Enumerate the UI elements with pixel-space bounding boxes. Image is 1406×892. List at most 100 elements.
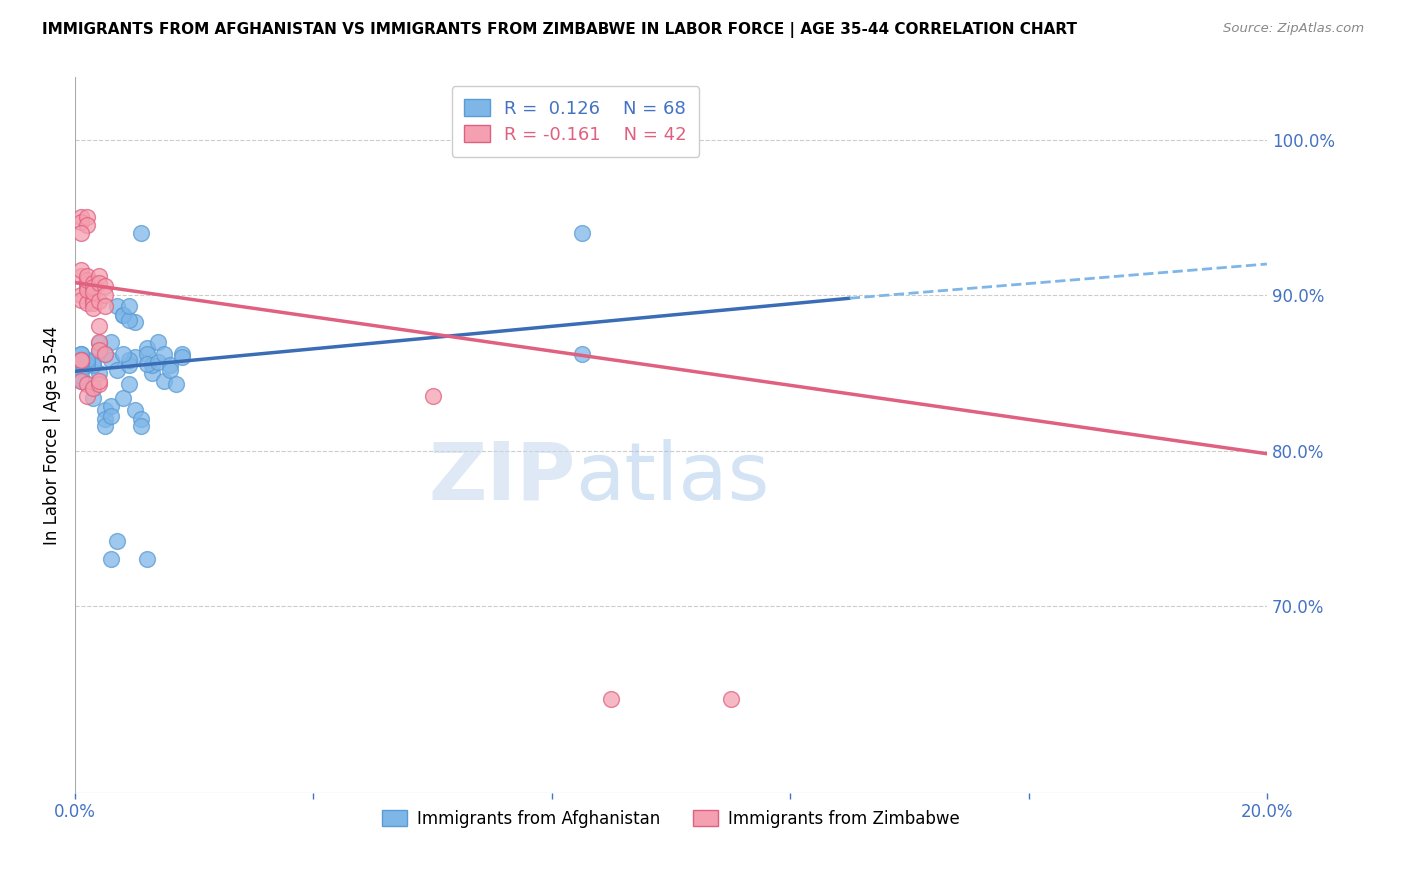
Point <box>70 215 93 229</box>
Point <box>70 347 93 361</box>
Point <box>159 363 181 377</box>
Point <box>70 359 93 374</box>
Point <box>82 391 104 405</box>
Legend: Immigrants from Afghanistan, Immigrants from Zimbabwe: Immigrants from Afghanistan, Immigrants … <box>375 803 967 834</box>
Point <box>70 361 93 376</box>
Point <box>148 355 170 369</box>
Point <box>87 366 110 380</box>
Point <box>94 418 117 433</box>
Point <box>82 358 104 372</box>
Point <box>124 314 146 328</box>
Point <box>148 334 170 349</box>
Point <box>82 381 104 395</box>
Point <box>76 296 98 310</box>
Text: atlas: atlas <box>575 439 770 517</box>
Point <box>76 211 98 225</box>
Point <box>720 692 742 706</box>
Point <box>129 226 152 240</box>
Point <box>70 347 93 361</box>
Point <box>70 355 93 369</box>
Point <box>70 355 93 369</box>
Point <box>117 376 139 391</box>
Point <box>82 301 104 315</box>
Point <box>105 533 128 548</box>
Point <box>70 355 93 369</box>
Point <box>76 284 98 298</box>
Point <box>105 299 128 313</box>
Point <box>422 389 444 403</box>
Point <box>129 412 152 426</box>
Text: ZIP: ZIP <box>429 439 575 517</box>
Point <box>117 353 139 368</box>
Point <box>87 336 110 351</box>
Point <box>87 319 110 334</box>
Point <box>70 368 93 383</box>
Point <box>94 412 117 426</box>
Point <box>70 293 93 307</box>
Point <box>76 269 98 284</box>
Point <box>82 276 104 290</box>
Point <box>135 347 157 361</box>
Point <box>70 353 93 368</box>
Point <box>94 288 117 302</box>
Point <box>135 357 157 371</box>
Point <box>82 381 104 395</box>
Point <box>571 347 593 361</box>
Point <box>76 277 98 292</box>
Point <box>94 299 117 313</box>
Point <box>70 372 93 386</box>
Point <box>82 293 104 307</box>
Point <box>82 355 104 369</box>
Point <box>70 374 93 388</box>
Point <box>117 313 139 327</box>
Point <box>76 358 98 372</box>
Point <box>70 288 93 302</box>
Point <box>94 403 117 417</box>
Point <box>82 296 104 310</box>
Point <box>76 353 98 368</box>
Point <box>70 269 93 284</box>
Point <box>76 272 98 286</box>
Point <box>100 353 122 368</box>
Point <box>105 363 128 377</box>
Point <box>70 353 93 368</box>
Point <box>600 692 623 706</box>
Y-axis label: In Labor Force | Age 35-44: In Labor Force | Age 35-44 <box>44 326 60 545</box>
Point <box>70 226 93 240</box>
Point <box>135 552 157 566</box>
Point <box>135 341 157 355</box>
Point <box>100 552 122 566</box>
Point <box>76 376 98 391</box>
Point <box>94 347 117 361</box>
Text: Source: ZipAtlas.com: Source: ZipAtlas.com <box>1223 22 1364 36</box>
Point <box>141 358 163 372</box>
Point <box>87 334 110 349</box>
Point <box>100 399 122 413</box>
Point <box>76 389 98 403</box>
Point <box>124 403 146 417</box>
Point <box>94 347 117 361</box>
Point <box>571 226 593 240</box>
Point <box>111 347 134 361</box>
Point <box>76 218 98 232</box>
Point <box>76 353 98 368</box>
Point <box>153 374 176 388</box>
Point <box>76 376 98 391</box>
Point <box>70 353 93 368</box>
Point <box>111 391 134 405</box>
Point <box>159 358 181 372</box>
Point <box>117 299 139 313</box>
Point <box>70 211 93 225</box>
Point <box>87 374 110 388</box>
Point <box>129 418 152 433</box>
Point <box>87 276 110 290</box>
Point <box>94 278 117 293</box>
Point <box>76 355 98 369</box>
Point <box>87 294 110 309</box>
Point <box>87 269 110 284</box>
Point <box>87 376 110 391</box>
Point <box>82 285 104 299</box>
Point <box>82 280 104 294</box>
Point <box>70 374 93 388</box>
Point <box>87 344 110 359</box>
